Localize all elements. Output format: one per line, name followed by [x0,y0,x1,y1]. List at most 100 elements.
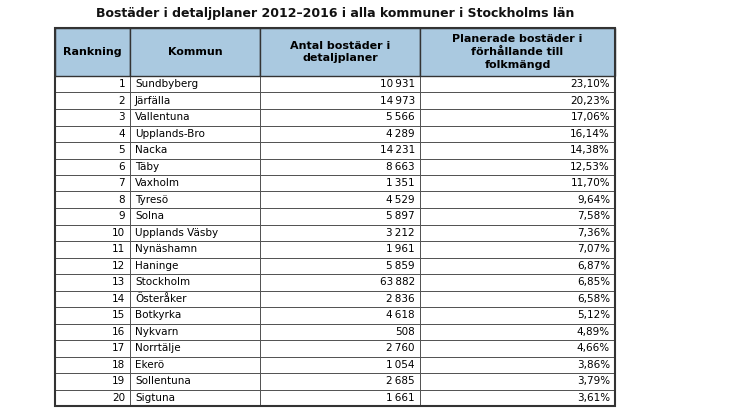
Bar [55,28,615,406]
Bar [260,191,420,208]
Text: Solna: Solna [135,211,164,221]
Text: 16,14%: 16,14% [570,129,610,139]
Text: 7: 7 [119,178,125,188]
Bar [260,373,420,390]
Text: 6: 6 [119,162,125,172]
Text: 4,66%: 4,66% [577,343,610,353]
Bar [420,175,615,191]
Text: Upplands-Bro: Upplands-Bro [135,129,205,139]
Bar [130,290,260,307]
Bar [55,225,130,241]
Text: 12: 12 [112,261,125,271]
Bar [55,208,130,225]
Bar [55,390,130,406]
Text: 15: 15 [112,310,125,320]
Bar [260,290,420,307]
Bar [130,191,260,208]
Bar [130,126,260,142]
Text: 5: 5 [119,145,125,155]
Bar [420,126,615,142]
Bar [260,241,420,258]
Bar [260,28,420,76]
Bar [260,76,420,93]
Text: 4 618: 4 618 [386,310,415,320]
Bar [260,175,420,191]
Text: Vaxholm: Vaxholm [135,178,180,188]
Text: 2 836: 2 836 [386,294,415,304]
Bar [55,274,130,290]
Text: 9: 9 [119,211,125,221]
Text: 10 931: 10 931 [380,79,415,89]
Text: 14: 14 [112,294,125,304]
Text: 5 859: 5 859 [386,261,415,271]
Bar [420,109,615,126]
Text: 5 897: 5 897 [386,211,415,221]
Text: 9,64%: 9,64% [577,195,610,205]
Bar [55,241,130,258]
Text: 6,85%: 6,85% [577,277,610,287]
Bar [260,93,420,109]
Bar [55,175,130,191]
Bar [130,225,260,241]
Bar [55,340,130,357]
Text: Bostäder i detaljplaner 2012–2016 i alla kommuner i Stockholms län: Bostäder i detaljplaner 2012–2016 i alla… [95,7,574,20]
Bar [55,28,130,76]
Bar [260,357,420,373]
Text: Nynäshamn: Nynäshamn [135,244,197,254]
Bar [420,93,615,109]
Bar [130,307,260,323]
Bar [420,323,615,340]
Text: Stockholm: Stockholm [135,277,190,287]
Text: Planerade bostäder i
förhållande till
folkmängd: Planerade bostäder i förhållande till fo… [452,34,583,70]
Text: Tyresö: Tyresö [135,195,168,205]
Text: 7,07%: 7,07% [577,244,610,254]
Text: 1 351: 1 351 [386,178,415,188]
Text: 20: 20 [112,393,125,403]
Text: 4 289: 4 289 [386,129,415,139]
Text: 4,89%: 4,89% [577,327,610,337]
Bar [55,258,130,274]
Bar [260,258,420,274]
Text: Nykvarn: Nykvarn [135,327,178,337]
Bar [260,390,420,406]
Text: 16: 16 [112,327,125,337]
Bar [130,274,260,290]
Text: 2 760: 2 760 [386,343,415,353]
Text: 18: 18 [112,360,125,370]
Text: 20,23%: 20,23% [571,96,610,106]
Text: Sigtuna: Sigtuna [135,393,175,403]
Text: Sundbyberg: Sundbyberg [135,79,198,89]
Text: 1: 1 [119,79,125,89]
Bar [420,340,615,357]
Bar [420,274,615,290]
Text: 13: 13 [112,277,125,287]
Bar [130,76,260,93]
Bar [130,142,260,158]
Bar [55,142,130,158]
Text: 11,70%: 11,70% [571,178,610,188]
Bar [260,274,420,290]
Text: Vallentuna: Vallentuna [135,112,190,122]
Text: 14 231: 14 231 [380,145,415,155]
Text: 7,58%: 7,58% [577,211,610,221]
Text: 4: 4 [119,129,125,139]
Bar [130,109,260,126]
Text: 3 212: 3 212 [386,228,415,238]
Bar [55,191,130,208]
Bar [260,340,420,357]
Bar [260,158,420,175]
Bar [55,290,130,307]
Bar [420,357,615,373]
Bar [130,28,260,76]
Text: Antal bostäder i
detaljplaner: Antal bostäder i detaljplaner [290,41,390,63]
Bar [55,373,130,390]
Text: Österåker: Österåker [135,294,186,304]
Text: Järfälla: Järfälla [135,96,172,106]
Bar [260,142,420,158]
Bar [260,126,420,142]
Text: 11: 11 [112,244,125,254]
Bar [420,76,615,93]
Bar [420,373,615,390]
Text: Nacka: Nacka [135,145,167,155]
Bar [420,307,615,323]
